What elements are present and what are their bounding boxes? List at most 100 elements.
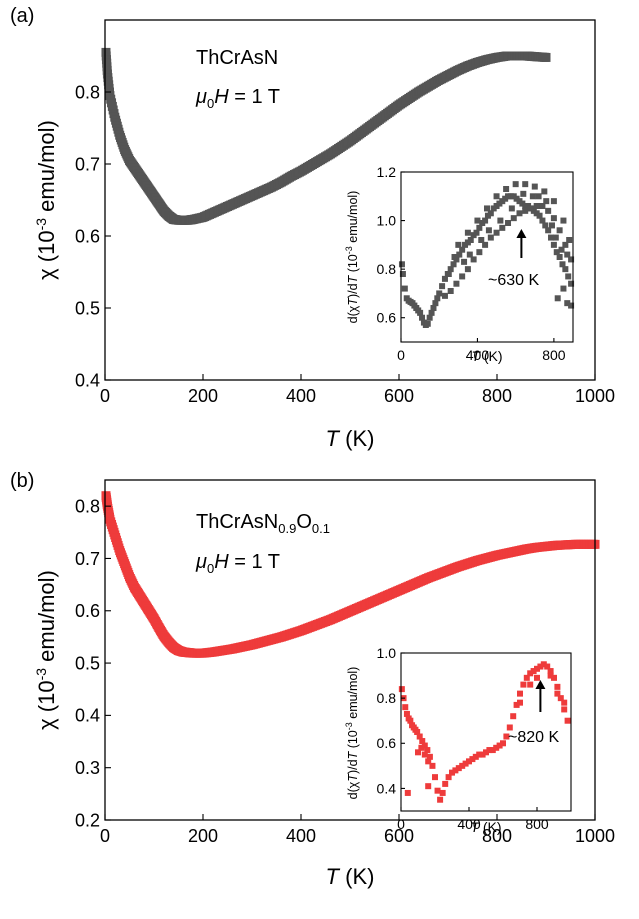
- panel-a-inset-data-point: [545, 207, 552, 214]
- panel-a-inset-data-point: [566, 237, 573, 243]
- panel-b-plot-frame: [104, 479, 596, 821]
- panel-b-inset-data-point: [462, 760, 469, 767]
- panel-b-inset-data-point: [404, 789, 411, 796]
- panel-a-inset-x-tick-label: 800: [542, 347, 566, 363]
- panel-b-inset-data-point: [459, 762, 466, 769]
- panel-a-inset-data-point: [503, 186, 510, 192]
- panel-a-inset-data-point: [445, 271, 452, 277]
- panel-b-y-tick-label: 0.4: [75, 706, 100, 726]
- panel-b-inset-data-point: [530, 668, 537, 675]
- panel-a-inset-data-point: [467, 237, 474, 243]
- panel-b-inset-data-point: [527, 681, 534, 688]
- panel-b-inset-x-tick-label: 400: [457, 816, 481, 832]
- panel-a-y-ticks: 0.4 0.5 0.6 0.7 0.8: [75, 82, 111, 390]
- panel-a-inset-y-axis-label: d(χT)/dT (10-3 emu/mol): [344, 191, 360, 324]
- panel-a-inset-data-point: [568, 302, 575, 309]
- panel-a-inset-annotation: ~630 K: [488, 272, 539, 289]
- panel-b-y-ticks: 0.2 0.3 0.4 0.5 0.6 0.7 0.8: [75, 496, 111, 830]
- panel-a-inset-data-point: [550, 198, 557, 205]
- panel-b-inset-data-point: [445, 774, 452, 781]
- panel-a-inset-series: [398, 181, 575, 328]
- panel-a-inset-data-point: [564, 300, 571, 307]
- panel-a-inset-data-point: [508, 205, 515, 212]
- panel-a-y-tick-label: 0.6: [75, 226, 100, 246]
- panel-b-annotation-line-2: μ0H = 1 T: [195, 551, 280, 576]
- panel-a-inset-data-point: [439, 283, 446, 290]
- panel-b-inset-data-point: [554, 690, 561, 697]
- panel-b-y-tick-label: 0.2: [75, 810, 100, 830]
- panel-a-x-tick-label: 1000: [575, 386, 615, 406]
- panel-b-inset-x-tick-label: 0: [397, 816, 405, 832]
- panel-b-inset-data-point: [403, 710, 410, 717]
- panel-b-inset-data-point: [557, 695, 564, 702]
- panel-a-inset-data-point: [459, 246, 466, 253]
- panel-a-inset-data-point: [453, 280, 460, 287]
- panel-b-x-ticks: 0 200 400 600 800 1000: [100, 814, 615, 846]
- panel-a-inset-data-point: [399, 271, 406, 277]
- panel-a-data-point: [541, 52, 551, 62]
- panel-b-y-tick-label: 0.7: [75, 549, 100, 569]
- panel-b-inset-data-point: [452, 767, 459, 774]
- panel-b-y-tick-label: 0.5: [75, 653, 100, 673]
- panel-a: (a) 0 200 400 600 800 1000 0.4 0.5 0.6 0.7 0.8 Th…: [10, 5, 615, 451]
- panel-a-x-tick-label: 200: [188, 386, 218, 406]
- panel-b-y-tick-label: 0.3: [75, 758, 100, 778]
- panel-b-inset-data-point: [426, 753, 433, 760]
- panel-b-inset-data-point: [429, 762, 436, 769]
- panel-b-inset-frame: [400, 652, 572, 812]
- panel-a-y-tick-label: 0.4: [75, 370, 100, 390]
- panel-b-inset-data-point: [544, 663, 551, 670]
- panel-b-inset-data-point: [398, 686, 405, 693]
- panel-b-inset-data-point: [513, 701, 520, 708]
- panel-b-inset-y-tick-label: 0.4: [377, 780, 397, 796]
- panel-a-inset-data-point: [531, 183, 538, 190]
- panel-a-inset-data-point: [434, 295, 441, 302]
- panel-a-series: [101, 47, 551, 225]
- panel-b-inset-data-point: [547, 668, 554, 675]
- panel-a-inset-data-point: [568, 256, 575, 263]
- panel-b-inset-data-point: [486, 747, 493, 754]
- panel-a-inset-data-point: [556, 227, 563, 234]
- panel-b-inset-data-point: [421, 751, 428, 758]
- panel-a-inset-data-point: [464, 266, 471, 273]
- panel-b-inset-y-ticks: 0.4 0.6 0.8 1.0: [377, 645, 405, 796]
- panel-b-inset-series: [398, 661, 571, 803]
- panel-b-inset-data-point: [421, 742, 428, 749]
- panel-b-inset-data-point: [476, 751, 483, 758]
- panel-a-inset-data-point: [548, 222, 555, 229]
- panel-a-x-ticks: 0 200 400 600 800 1000: [100, 374, 615, 406]
- panel-a-inset-data-point: [550, 241, 557, 248]
- panel-b-inset-data-point: [537, 663, 544, 670]
- panel-b-inset-data-point: [534, 674, 540, 681]
- panel-a-inset-data-point: [476, 249, 483, 256]
- panel-b-x-tick-label: 400: [286, 826, 316, 846]
- panel-b-inset-data-point: [561, 699, 568, 706]
- panel-a-inset-data-point: [464, 229, 471, 236]
- panel-b-inset-data-point: [517, 699, 523, 706]
- panel-a-inset-data-point: [565, 273, 572, 280]
- panel-a-inset-data-point: [516, 210, 523, 217]
- panel-b-inset-data-point: [506, 724, 513, 731]
- panel-a-inset-arrow-head: [516, 229, 527, 238]
- panel-b-inset-data-point: [510, 713, 517, 720]
- panel-b-inset-data-point: [564, 717, 571, 724]
- panel-b-series: [101, 491, 600, 658]
- panel-b-inset-data-point: [419, 738, 426, 745]
- panel-b-inset-data-point: [407, 717, 414, 724]
- panel-b-x-axis-label: T (K): [326, 864, 375, 889]
- panel-a-inset-data-point: [473, 229, 480, 236]
- panel-b-inset-data-point: [517, 690, 523, 697]
- panel-b-inset-y-tick-label: 1.0: [377, 645, 397, 661]
- panel-b-inset-data-point: [540, 661, 547, 668]
- panel-a-y-tick-label: 0.5: [75, 298, 100, 318]
- panel-a-annotation-line-2: μ0H = 1 T: [195, 86, 280, 111]
- panel-b-inset-data-point: [418, 744, 425, 751]
- panel-a-inset-data-point: [535, 193, 542, 200]
- panel-a-x-tick-label: 800: [482, 386, 512, 406]
- panel-a-inset-x-ticks: 0 400 800: [397, 338, 566, 363]
- panel-a-inset-data-point: [441, 275, 448, 282]
- panel-b-inset-x-ticks: 0 400 800: [397, 807, 549, 832]
- panel-b-y-tick-label: 0.8: [75, 496, 100, 516]
- panel-b-inset-data-point: [442, 780, 449, 787]
